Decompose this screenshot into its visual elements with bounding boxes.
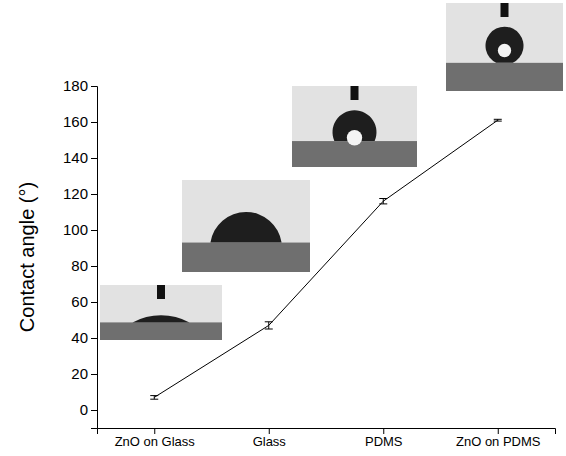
- y-tick-mark: [91, 302, 97, 303]
- y-tick-label: 140: [63, 149, 88, 166]
- photo-highlight: [347, 130, 362, 145]
- y-tick: 160: [63, 113, 97, 130]
- y-tick: 120: [63, 185, 97, 202]
- x-tick-label: ZnO on PDMS: [456, 434, 541, 449]
- photo-highlight: [498, 44, 511, 57]
- x-tick-label: Glass: [253, 434, 287, 449]
- x-tick-mark: [269, 428, 270, 434]
- photo-background: [182, 180, 310, 272]
- y-tick-label: 20: [71, 365, 88, 382]
- y-tick: 0: [80, 401, 97, 418]
- x-axis: ZnO on Glass Glass PDMS ZnO on PDMS: [98, 428, 556, 449]
- chart: 0 20 40 60 80 100 120 140 160 180 ZnO on Glass Glas…: [0, 0, 566, 456]
- error-bar-cap: [494, 121, 502, 122]
- y-tick-mark: [91, 230, 97, 231]
- y-tick-label: 40: [71, 329, 88, 346]
- x-tick: ZnO on PDMS: [456, 428, 541, 449]
- photo-substrate: [446, 63, 563, 91]
- error-bar-cap: [494, 119, 502, 120]
- y-tick-label: 120: [63, 185, 88, 202]
- y-tick-mark: [91, 410, 97, 411]
- error-bar-cap: [150, 399, 158, 400]
- error-bar-cap: [265, 321, 273, 322]
- y-tick: 100: [63, 221, 97, 238]
- y-tick: 180: [63, 77, 97, 94]
- photo-inset: [446, 3, 563, 91]
- x-tick: PDMS: [365, 428, 403, 449]
- photo-background: [292, 86, 417, 167]
- y-tick: 140: [63, 149, 97, 166]
- y-tick: 40: [71, 329, 97, 346]
- y-tick-label: 160: [63, 113, 88, 130]
- photo-droplet: [210, 212, 281, 243]
- error-bar: [150, 396, 158, 400]
- photo-droplet: [486, 27, 524, 63]
- photo-needle: [157, 285, 165, 299]
- y-tick-mark: [91, 122, 97, 123]
- y-tick-label: 80: [71, 257, 88, 274]
- y-tick-label: 180: [63, 77, 88, 94]
- photo-background: [446, 3, 563, 91]
- series: [150, 119, 502, 399]
- error-bar-stem: [154, 396, 155, 400]
- y-tick: 20: [71, 365, 97, 382]
- error-bar-stem: [383, 199, 384, 204]
- plot-area: 0 20 40 60 80 100 120 140 160 180 ZnO on Glass Glas…: [63, 77, 556, 449]
- photo-background: [100, 285, 222, 340]
- y-axis-title: Contact angle (°): [16, 182, 38, 332]
- x-tick-mark: [498, 428, 499, 434]
- y-tick-label: 0: [80, 401, 88, 418]
- x-tick-mark: [383, 428, 384, 434]
- y-tick: 80: [71, 257, 97, 274]
- error-bar: [379, 199, 387, 204]
- y-tick-label: 60: [71, 293, 88, 310]
- y-tick-mark: [91, 374, 97, 375]
- y-axis-line: [91, 87, 98, 429]
- photo-substrate: [182, 243, 310, 272]
- x-axis-line: [98, 429, 556, 435]
- photo-inset: [292, 86, 417, 167]
- data-line: [154, 120, 498, 397]
- y-tick-mark: [91, 158, 97, 159]
- photo-inset: [182, 180, 310, 272]
- error-bar-cap: [379, 198, 387, 199]
- photo-inset: [100, 285, 222, 340]
- x-tick-label: PDMS: [365, 434, 403, 449]
- error-bar: [265, 322, 273, 329]
- y-tick-mark: [91, 86, 97, 87]
- y-tick-mark: [91, 194, 97, 195]
- error-bar-cap: [150, 395, 158, 396]
- y-tick-mark: [91, 338, 97, 339]
- x-tick-label: ZnO on Glass: [115, 434, 196, 449]
- y-tick-label: 100: [63, 221, 88, 238]
- y-axis: 0 20 40 60 80 100 120 140 160 180: [63, 77, 98, 428]
- error-bar-stem: [268, 322, 269, 329]
- error-bar-cap: [379, 203, 387, 204]
- y-tick: 60: [71, 293, 97, 310]
- photo-substrate: [100, 322, 222, 340]
- error-bar-cap: [265, 329, 273, 330]
- x-tick-mark: [154, 428, 155, 434]
- y-tick-mark: [91, 266, 97, 267]
- x-tick: Glass: [253, 428, 287, 449]
- x-tick: ZnO on Glass: [115, 428, 196, 449]
- photo-needle: [351, 86, 359, 100]
- photo-needle: [501, 3, 509, 17]
- photo-droplet: [133, 315, 190, 322]
- error-bar: [494, 119, 502, 121]
